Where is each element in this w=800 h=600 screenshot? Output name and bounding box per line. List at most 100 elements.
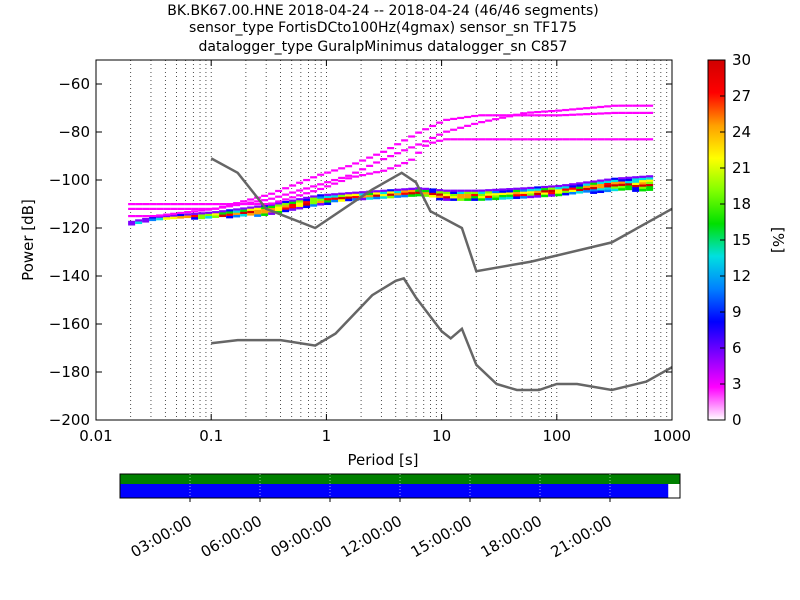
outlier-cell: [289, 184, 297, 187]
density-cell: [632, 187, 640, 190]
outlier-cell: [289, 196, 297, 199]
density-cell: [289, 208, 297, 211]
density-cell: [639, 180, 647, 183]
outlier-cell: [177, 203, 185, 206]
outlier-cell: [506, 138, 514, 141]
density-cell: [562, 188, 570, 192]
outlier-cell: [254, 200, 262, 203]
density-cell: [611, 177, 619, 181]
density-cell: [170, 216, 178, 220]
density-cell: [142, 220, 150, 223]
density-cell: [380, 191, 388, 195]
density-cell: [380, 189, 388, 193]
colorbar-tick-label: 21: [732, 159, 751, 177]
y-tick-label: −100: [49, 171, 90, 189]
density-cell: [499, 192, 507, 196]
outlier-cell: [408, 158, 416, 161]
outlier-cell: [149, 215, 157, 218]
density-cell: [646, 175, 654, 178]
outlier-cell: [639, 104, 647, 107]
density-cell: [317, 194, 325, 197]
outlier-cell: [429, 124, 437, 128]
density-cell: [436, 191, 444, 194]
outlier-cell: [282, 198, 290, 201]
density-cell: [604, 178, 612, 182]
density-cell: [625, 187, 633, 191]
density-cell: [338, 194, 346, 198]
density-cell: [632, 184, 640, 188]
y-tick-label: −140: [49, 267, 90, 285]
outlier-cell: [268, 192, 276, 195]
outlier-cell: [604, 138, 612, 141]
density-cell: [618, 188, 626, 191]
density-cell: [289, 199, 297, 203]
outlier-cell: [471, 138, 479, 141]
density-cell: [548, 192, 556, 195]
outlier-cell: [520, 138, 528, 141]
density-cell: [471, 198, 479, 201]
density-cell: [380, 194, 388, 197]
outlier-cell: [331, 169, 339, 172]
density-cell: [506, 190, 514, 193]
density-cell: [247, 206, 255, 209]
outlier-cell: [345, 174, 353, 177]
density-cell: [597, 179, 605, 183]
density-cell: [408, 189, 416, 193]
density-cell: [352, 191, 360, 195]
density-cell: [247, 208, 255, 212]
outlier-cell: [401, 149, 409, 152]
density-cell: [499, 188, 507, 191]
outlier-cell: [324, 171, 332, 174]
outlier-cell: [373, 171, 381, 174]
density-cell: [548, 189, 556, 193]
outlier-cell: [345, 165, 353, 168]
density-cell: [275, 211, 283, 214]
density-cell: [345, 198, 353, 202]
outlier-cell: [156, 207, 164, 210]
density-cell: [324, 198, 332, 201]
density-cell: [443, 198, 451, 201]
density-cell: [366, 195, 374, 198]
outlier-cell: [408, 146, 416, 149]
density-cell: [240, 214, 248, 217]
outlier-cell: [604, 105, 612, 108]
outlier-cell: [156, 214, 164, 217]
density-cell: [436, 195, 444, 199]
density-cell: [541, 190, 549, 193]
density-cell: [275, 204, 283, 207]
density-cell: [485, 189, 493, 192]
outlier-cell: [149, 203, 157, 206]
outlier-cell: [611, 138, 619, 141]
density-cell: [289, 201, 297, 205]
outlier-cell: [205, 203, 213, 206]
density-cell: [450, 196, 458, 199]
outlier-cell: [261, 199, 269, 202]
density-cell: [198, 214, 206, 217]
density-cell: [485, 193, 493, 197]
density-cell: [359, 197, 367, 201]
density-cell: [569, 189, 577, 193]
outlier-cell: [338, 167, 346, 170]
outlier-cell: [380, 158, 388, 161]
density-cell: [632, 176, 640, 179]
density-cell: [359, 191, 367, 194]
outlier-cell: [527, 138, 535, 141]
outlier-cell: [317, 173, 325, 176]
outlier-cell: [478, 121, 486, 124]
density-cell: [471, 191, 479, 195]
density-cell: [275, 208, 283, 212]
density-cell: [618, 181, 626, 185]
density-cell: [219, 210, 227, 213]
colorbar-label: [%]: [769, 227, 787, 253]
density-cell: [233, 208, 241, 211]
x-tick-label: 1000: [653, 427, 691, 445]
outlier-cell: [296, 194, 304, 197]
x-tick-label: 1: [322, 427, 332, 445]
density-cell: [646, 184, 654, 187]
density-cell: [611, 179, 619, 183]
density-cell: [492, 193, 500, 196]
outlier-cell: [261, 194, 269, 197]
density-cell: [422, 192, 430, 195]
outlier-cell: [310, 176, 318, 179]
outlier-cell: [562, 138, 570, 141]
